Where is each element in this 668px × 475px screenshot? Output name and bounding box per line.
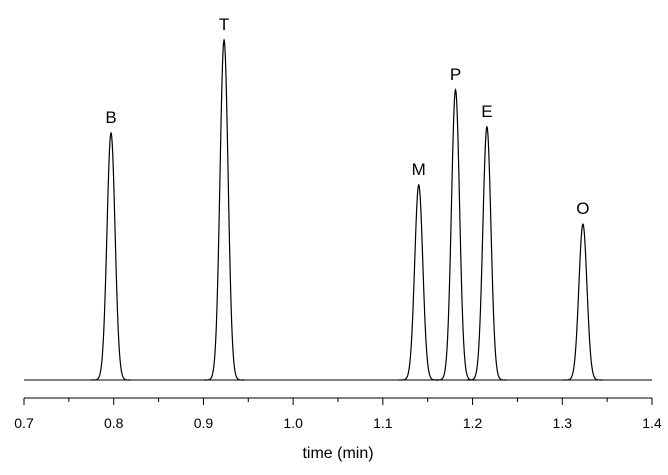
- x-tick-label: 1.2: [463, 415, 483, 431]
- peak: [435, 87, 476, 381]
- peak-label: B: [105, 108, 116, 127]
- x-tick-label: 0.7: [14, 415, 34, 431]
- peak: [466, 125, 508, 381]
- peak: [562, 222, 604, 381]
- x-tick-label: 1.4: [642, 415, 662, 431]
- peak-label: M: [412, 160, 426, 179]
- peak-label: O: [576, 199, 589, 218]
- x-tick-label: 1.3: [553, 415, 573, 431]
- peak-label: T: [219, 15, 229, 34]
- peak-label: P: [450, 65, 461, 84]
- peak-label: E: [481, 102, 492, 121]
- peak: [90, 131, 132, 381]
- x-tick-label: 0.9: [194, 415, 214, 431]
- x-tick-label: 1.0: [283, 415, 303, 431]
- peak: [203, 37, 245, 381]
- peak: [398, 183, 439, 381]
- x-tick-label: 1.1: [373, 415, 393, 431]
- x-tick-label: 0.8: [104, 415, 124, 431]
- x-axis-title: time (min): [302, 445, 373, 462]
